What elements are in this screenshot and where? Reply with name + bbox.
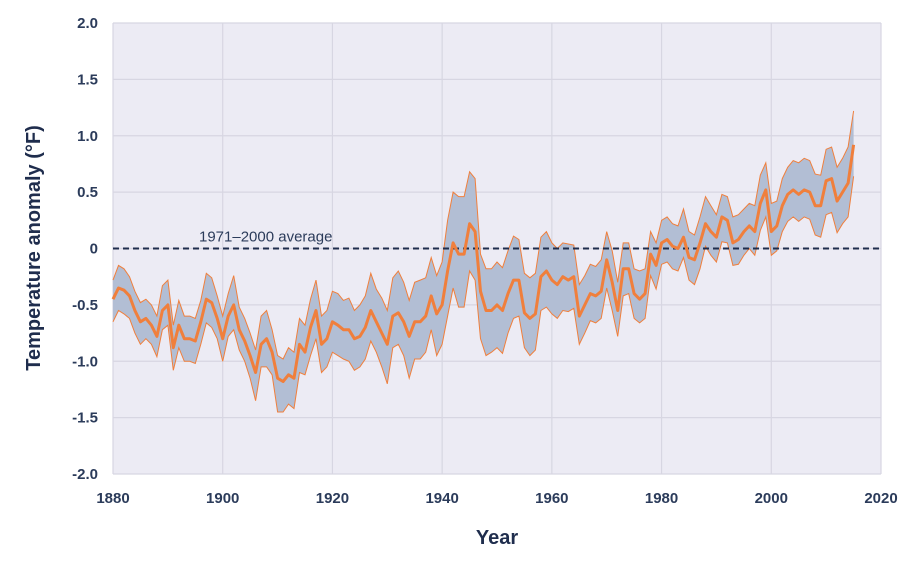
y-axis-title: Temperature anomaly (°F) <box>23 125 45 370</box>
y-tick-label: -2.0 <box>72 466 98 483</box>
x-tick-label: 1880 <box>96 490 129 507</box>
y-tick-label: -1.5 <box>72 410 98 427</box>
reference-line-group: 1971–2000 average <box>113 229 881 250</box>
y-tick-label: 1.0 <box>77 128 98 145</box>
x-tick-label: 1980 <box>645 490 678 507</box>
x-tick-label: 1940 <box>425 490 458 507</box>
band-area <box>113 110 854 413</box>
y-tick-label: -1.0 <box>72 353 98 370</box>
x-tick-label: 1960 <box>535 490 568 507</box>
x-tick-label: 1920 <box>316 490 349 507</box>
average-reference-label: 1971–2000 average <box>199 229 332 246</box>
anomaly-line <box>111 144 856 383</box>
x-tick-label: 1900 <box>206 490 239 507</box>
x-tick-label: 2000 <box>755 490 788 507</box>
y-tick-label: -0.5 <box>72 297 98 314</box>
y-tick-label: 0.5 <box>77 184 98 201</box>
uncertainty-band <box>112 110 855 413</box>
x-tick-labels: 1880 1900 1920 1940 1960 1980 2000 2020 <box>96 490 897 507</box>
y-tick-label: 2.0 <box>77 15 98 32</box>
x-tick-label: 2020 <box>864 490 897 507</box>
y-tick-labels: 2.0 1.5 1.0 0.5 0 -0.5 -1.0 -1.5 -2.0 <box>72 15 98 483</box>
y-tick-label: 0 <box>90 241 98 258</box>
upper-bound-line <box>112 110 855 360</box>
x-axis-title: Year <box>476 527 518 549</box>
anomaly-series <box>111 144 856 383</box>
lower-bound-line <box>112 176 855 413</box>
y-tick-label: 1.5 <box>77 71 98 88</box>
